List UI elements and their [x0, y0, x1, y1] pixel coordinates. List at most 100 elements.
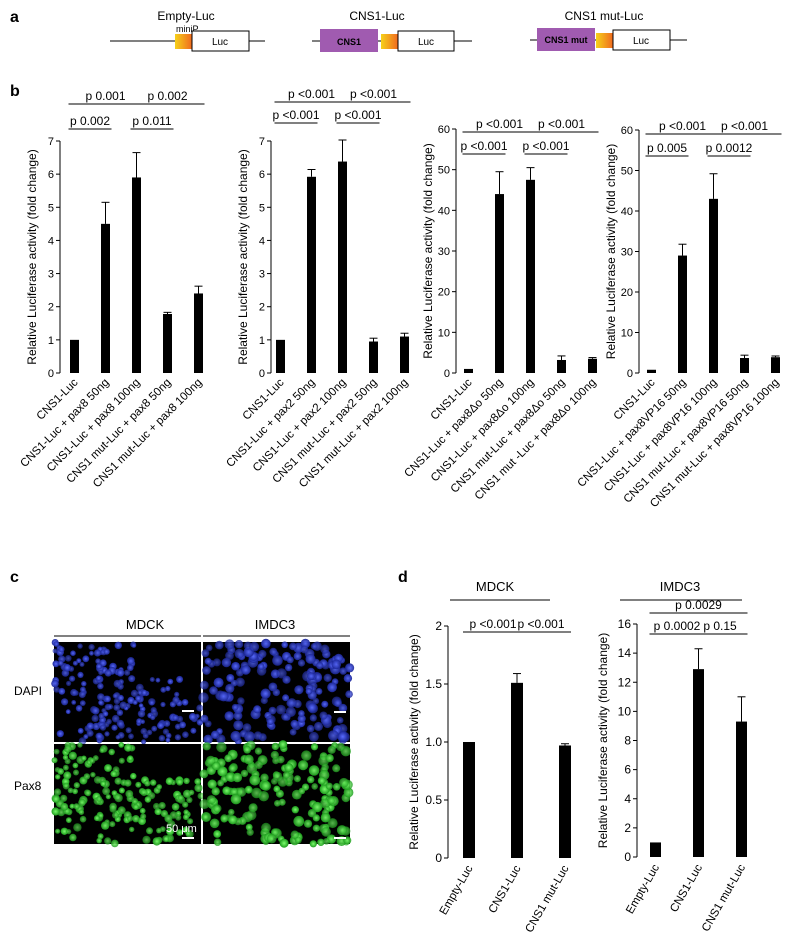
y-tick-label: 40: [621, 206, 633, 218]
cell-nucleus: [116, 669, 125, 677]
cell-nucleus: [72, 788, 78, 795]
cell-nucleus: [90, 772, 96, 778]
y-tick-label: 50: [621, 166, 633, 178]
p-value-label: p 0.0012: [706, 141, 753, 155]
cell-nucleus: [172, 714, 179, 721]
y-tick-label: 20: [438, 287, 450, 299]
cell-nucleus: [115, 734, 121, 740]
cell-nucleus: [70, 650, 76, 656]
cell-nucleus: [182, 731, 189, 738]
cell-nucleus: [117, 806, 126, 815]
cell-nucleus: [271, 742, 280, 751]
cell-nucleus: [236, 787, 247, 797]
cell-nucleus: [127, 755, 134, 762]
minip-element: [381, 34, 398, 49]
p-value-label: p <0.001: [272, 108, 319, 122]
cell-nucleus: [78, 809, 85, 815]
cell-nucleus: [209, 818, 220, 829]
cell-nucleus: [106, 718, 112, 725]
cell-nucleus: [65, 709, 71, 715]
y-tick-label: 10: [438, 327, 450, 339]
cell-nucleus: [75, 705, 83, 712]
cell-nucleus: [101, 821, 110, 830]
cell-nucleus: [77, 727, 84, 734]
cell-nucleus: [73, 769, 79, 776]
cell-nucleus: [204, 657, 212, 665]
cell-nucleus: [52, 660, 60, 668]
cell-nucleus: [156, 784, 162, 790]
y-tick-label: 0: [624, 850, 631, 864]
y-axis-label: Relative Luciferase activity (fold chang…: [25, 149, 39, 364]
cell-nucleus: [221, 657, 232, 668]
cell-nucleus: [343, 674, 353, 683]
luc-label: Luc: [633, 36, 649, 47]
cell-nucleus: [124, 779, 132, 787]
cell-nucleus: [309, 840, 317, 848]
cell-nucleus: [307, 702, 317, 713]
cell-nucleus: [233, 720, 244, 731]
p-value-label: p <0.001: [659, 119, 706, 133]
cell-nucleus: [246, 763, 258, 774]
cell-nucleus: [158, 802, 166, 809]
cell-nucleus: [240, 769, 249, 778]
p-value-label: p <0.001: [334, 108, 381, 122]
cell-nucleus: [116, 709, 124, 716]
cell-nucleus: [149, 700, 155, 706]
cell-nucleus: [307, 775, 315, 784]
cell-nucleus: [132, 815, 140, 823]
cell-nucleus: [141, 739, 147, 745]
y-axis-label: Relative Luciferase activity (fold chang…: [596, 633, 610, 848]
cell-nucleus: [51, 807, 60, 816]
chart-title: MDCK: [476, 579, 515, 594]
cell-nucleus: [112, 693, 118, 699]
cell-nucleus: [224, 639, 235, 650]
cell-nucleus: [298, 787, 306, 795]
cell-nucleus: [96, 663, 102, 670]
cell-nucleus: [112, 811, 119, 819]
cell-nucleus: [260, 696, 268, 705]
cell-nucleus: [157, 721, 165, 730]
cell-nucleus: [303, 819, 313, 828]
y-tick-label: 6: [48, 169, 54, 181]
cell-nucleus: [336, 717, 344, 724]
cell-nucleus: [160, 686, 167, 693]
p-value-label: p <0.001: [517, 617, 564, 631]
p-value-label: p 0.011: [132, 114, 171, 128]
bar: [194, 293, 203, 373]
cell-nucleus: [73, 823, 82, 832]
p-value-label: p <0.001: [538, 117, 585, 131]
cell-nucleus: [98, 712, 105, 719]
bar: [400, 336, 409, 373]
y-tick-label: 2: [259, 302, 265, 314]
cell-nucleus: [52, 795, 60, 803]
cell-nucleus: [113, 679, 122, 688]
y-tick-label: 0: [435, 851, 442, 865]
cell-nucleus: [312, 824, 320, 832]
cell-nucleus: [243, 745, 252, 754]
cell-nucleus: [212, 658, 221, 667]
bar: [132, 177, 141, 373]
luc-box: [191, 30, 250, 52]
p-value-label: p <0.001: [288, 87, 335, 101]
cell-nucleus: [73, 782, 80, 789]
cell-nucleus: [104, 669, 112, 677]
cell-nucleus: [116, 719, 125, 728]
cell-nucleus: [277, 776, 288, 787]
bar: [740, 358, 749, 373]
cell-nucleus: [95, 658, 101, 664]
cell-nucleus: [88, 644, 95, 651]
cell-nucleus: [129, 826, 135, 833]
cell-nucleus: [80, 686, 86, 693]
chart-5: 0 0.5 1.0 1.5 2 Relative Luciferase activity …: [407, 579, 572, 935]
cell-nucleus: [102, 787, 110, 796]
bar: [557, 359, 566, 373]
cell-nucleus: [82, 655, 90, 663]
cell-nucleus: [140, 813, 147, 820]
cell-nucleus: [140, 728, 148, 735]
cell-nucleus: [202, 742, 211, 751]
cell-nucleus: [61, 698, 69, 706]
header-mdck: MDCK: [126, 617, 165, 632]
y-tick-label: 2: [48, 302, 54, 314]
cell-nucleus: [314, 721, 323, 731]
bar: [369, 341, 378, 373]
